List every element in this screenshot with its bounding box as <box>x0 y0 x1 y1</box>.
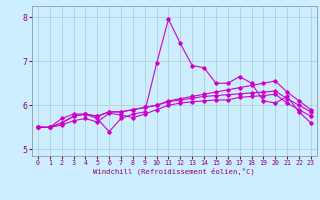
X-axis label: Windchill (Refroidissement éolien,°C): Windchill (Refroidissement éolien,°C) <box>93 168 255 175</box>
